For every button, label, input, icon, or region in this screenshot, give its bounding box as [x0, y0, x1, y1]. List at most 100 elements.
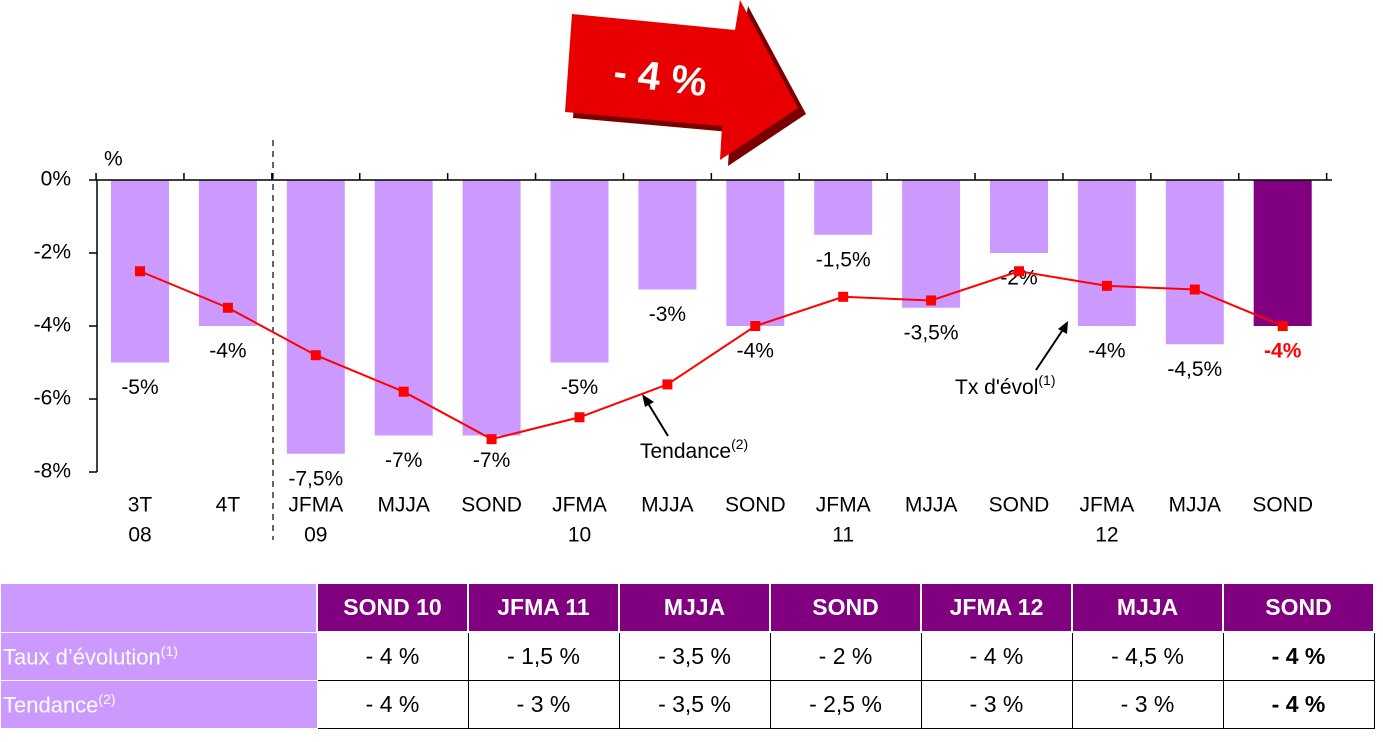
trend-marker [1277, 321, 1288, 331]
table-cell: - 4 % [920, 631, 1073, 681]
bar [550, 180, 609, 363]
summary-table: SOND 10 JFMA 11 MJJA SOND JFMA 12 MJJA SOND Tau… [0, 582, 1375, 729]
x-tick-label: JFMA [1079, 494, 1134, 517]
table-cell: - 2,5 % [769, 680, 922, 729]
y-tick-label: -8% [34, 460, 71, 483]
x-tick-sublabel: 12 [1095, 524, 1118, 547]
table-cell: - 2 % [769, 631, 922, 681]
x-tick-label: JFMA [288, 494, 343, 517]
x-tick-label: MJJA [377, 494, 430, 517]
bar [462, 180, 521, 436]
data-label: -4% [1088, 340, 1125, 363]
row-label-note: (2) [98, 690, 116, 707]
x-tick-label: MJJA [905, 494, 958, 517]
data-label: -5% [121, 376, 158, 399]
x-tick-label: 3T [128, 494, 153, 517]
x-tick-sublabel: 08 [128, 524, 151, 547]
header-cell: MJJA [618, 582, 771, 633]
x-tick-label: SOND [1252, 494, 1313, 517]
data-label: -5% [561, 376, 598, 399]
annotation-arrowhead [1058, 321, 1068, 334]
row-label: Taux d’évolution(1) [0, 631, 318, 681]
annotation-arrowhead [642, 394, 654, 407]
x-tick-label: 4T [216, 494, 241, 517]
data-label: -7% [385, 449, 422, 472]
x-tick-label: JFMA [816, 494, 871, 517]
data-label: -1,5% [816, 248, 871, 271]
table-cell: - 3,5 % [618, 631, 771, 681]
bar [990, 180, 1048, 253]
data-label: -7% [473, 449, 510, 472]
x-tick-sublabel: 11 [832, 524, 854, 547]
bar [814, 180, 873, 235]
row-label: Tendance(2) [0, 680, 318, 729]
axis-unit: % [104, 148, 123, 171]
bar [198, 180, 257, 326]
table-cell: - 3 % [920, 680, 1073, 729]
table-cell: - 1,5 % [467, 631, 620, 681]
x-tick-label: MJJA [1169, 494, 1222, 517]
table-cell: - 4 % [1222, 680, 1375, 729]
row-label-text: Taux d’évolution [3, 643, 161, 669]
trend-marker [574, 412, 585, 423]
trend-marker [838, 291, 849, 302]
bar [374, 180, 433, 436]
header-cell: SOND [769, 582, 922, 633]
data-label: -3% [649, 303, 686, 326]
table-cell: - 4,5 % [1071, 631, 1224, 681]
annotation-arrow [645, 399, 669, 437]
trend-marker [1189, 284, 1200, 295]
data-label: -4% [737, 340, 774, 363]
y-tick-label: -4% [34, 314, 71, 337]
header-cell: JFMA 11 [467, 582, 620, 633]
y-tick-label: 0% [41, 168, 71, 191]
trend-marker [750, 321, 761, 331]
trend-marker [486, 434, 497, 445]
bar [1077, 180, 1136, 326]
header-cell: SOND [1222, 582, 1375, 633]
bar [902, 180, 961, 308]
trend-arrow [565, 0, 798, 160]
trend-marker [310, 350, 321, 361]
y-tick-label: -6% [34, 387, 71, 410]
trend-marker [926, 295, 937, 306]
x-tick-label: SOND [461, 494, 522, 517]
table-cell: - 4 % [1222, 631, 1375, 681]
data-label: -4% [209, 340, 246, 363]
x-tick-label: SOND [725, 494, 786, 517]
bar [286, 180, 345, 454]
bar [638, 180, 697, 290]
header-cell: MJJA [1071, 582, 1224, 633]
bar [1165, 180, 1224, 345]
trend-marker [1101, 280, 1112, 291]
annotation: Tx d'évol(1) [955, 372, 1056, 399]
row-label-text: Tendance [3, 692, 99, 718]
y-tick-label: -2% [34, 241, 71, 264]
row-label-note: (1) [160, 642, 178, 659]
x-tick-sublabel: 10 [568, 524, 591, 547]
header-cell: JFMA 12 [920, 582, 1073, 633]
annotation-arrow [1035, 327, 1065, 371]
table-cell: - 3 % [1071, 680, 1224, 729]
trend-marker [135, 266, 145, 277]
x-tick-sublabel: 09 [304, 524, 327, 547]
x-tick-label: MJJA [641, 494, 694, 517]
trend-marker [222, 302, 233, 313]
bar [1253, 180, 1312, 326]
data-label: -7,5% [288, 467, 343, 490]
trend-line [139, 270, 1284, 441]
data-label: -4,5% [1167, 358, 1222, 381]
header-cell: SOND 10 [316, 582, 469, 633]
annotation: Tendance(2) [640, 436, 748, 463]
table-cell: - 3,5 % [618, 680, 771, 729]
table-cell: - 3 % [467, 680, 620, 729]
trend-marker [662, 379, 673, 390]
trend-marker [398, 386, 409, 397]
x-tick-label: JFMA [552, 494, 607, 517]
table-cell: - 4 % [316, 631, 469, 681]
chart: - 4 % % Tendance(2) Tx d'évol(1) 0%-2%-4… [34, 0, 1332, 547]
bar [726, 180, 785, 326]
x-tick-label: SOND [989, 494, 1050, 517]
data-label: -3,5% [904, 321, 959, 344]
corner-cell [0, 582, 318, 633]
